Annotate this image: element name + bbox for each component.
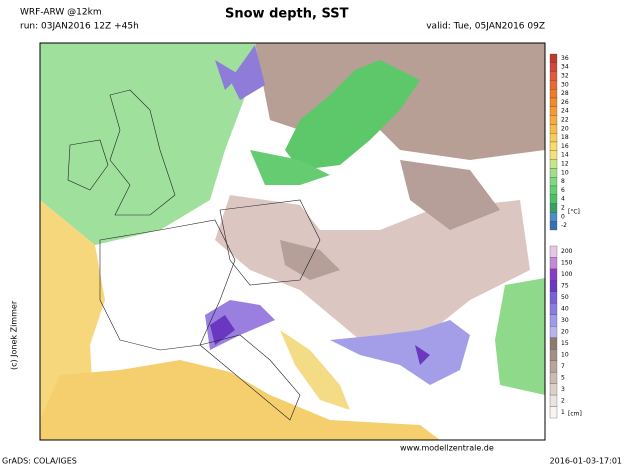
legend-swatch (549, 268, 558, 281)
legend-label: 20 (561, 125, 569, 132)
legend-label: 10 (561, 351, 569, 358)
legend-unit: [cm] (568, 411, 582, 418)
legend-label: 22 (561, 117, 569, 124)
legend-label: 0 (561, 213, 565, 220)
legend-swatch (549, 280, 558, 293)
snow-moderate (280, 160, 500, 280)
france-outline (99, 219, 236, 351)
legend-swatch (549, 291, 558, 304)
valid-label: valid: Tue, 05JAN2016 09Z (426, 22, 545, 32)
legend-label: 50 (561, 294, 569, 301)
timestamp: 2016-01-03-17:01 (550, 457, 622, 466)
adriatic (280, 330, 350, 410)
legend-label: 16 (561, 143, 569, 150)
legend-swatch (549, 394, 558, 407)
legend-swatch (549, 383, 558, 396)
legend-label: 30 (561, 81, 569, 88)
legend-label: 3 (561, 386, 565, 393)
legend-label: 200 (561, 248, 573, 255)
legend-label: 18 (561, 134, 569, 141)
legend-label: 10 (561, 169, 569, 176)
legend-label: 150 (561, 260, 573, 267)
legend-label: 20 (561, 329, 569, 336)
run-label: run: 03JAN2016 12Z +45h (20, 22, 139, 32)
north-sea-coast (250, 150, 330, 185)
legend-swatch (549, 115, 558, 125)
legend-swatch (549, 80, 558, 90)
title: Snow depth, SST (225, 7, 349, 22)
legend-label: 2 (561, 205, 565, 212)
balkans-snow (330, 320, 470, 385)
legend-label: 2 (561, 397, 565, 404)
legend-label: 34 (561, 64, 569, 71)
legend-swatch (549, 245, 558, 258)
legend-label: 24 (561, 108, 569, 115)
legend-swatch (549, 337, 558, 350)
legend-swatch (549, 303, 558, 315)
legend-swatch (549, 221, 558, 231)
britain-outline (109, 89, 176, 216)
legend-swatch (549, 203, 558, 213)
legend-label: 4 (561, 196, 565, 203)
legend-swatch (549, 159, 558, 169)
legend-swatch (549, 124, 558, 134)
legend-label: 14 (561, 152, 569, 159)
legend-swatch (549, 212, 558, 222)
atlantic (40, 43, 255, 245)
legend-swatch (549, 150, 558, 160)
legend-label: 15 (561, 340, 569, 347)
legend-swatch (549, 257, 558, 270)
map-frame (39, 42, 546, 441)
legend-swatch (549, 89, 558, 99)
map (39, 42, 546, 441)
legend-label: 7 (561, 363, 565, 370)
credit: GrADS: COLA/IGES (2, 457, 77, 466)
legend-label: 30 (561, 317, 569, 324)
legend-label: 26 (561, 99, 569, 106)
ireland-outline (67, 139, 109, 191)
legend-label: -2 (561, 222, 567, 229)
baltic (285, 60, 420, 170)
legend-label: 36 (561, 55, 569, 62)
legend-swatch (549, 97, 558, 107)
legend-label: 40 (561, 306, 569, 313)
legend-swatch (549, 141, 558, 151)
legend-label: 12 (561, 161, 569, 168)
copyright: (c) Jonek Zimmer (10, 300, 19, 370)
legend-swatch (549, 326, 558, 338)
legend-swatch (549, 314, 558, 327)
legend-swatch (549, 133, 558, 143)
legend-swatch (549, 177, 558, 187)
legend-swatch (549, 406, 558, 419)
legend-swatch (549, 53, 558, 63)
legend-swatch (549, 360, 558, 373)
black-sea (495, 278, 545, 395)
mediterranean (40, 360, 440, 440)
legend-swatch (549, 106, 558, 116)
legend-label: 75 (561, 283, 569, 290)
legend-swatch (549, 349, 558, 361)
germany-outline (219, 199, 321, 286)
legend-swatch (549, 62, 558, 72)
legend-unit: [°C] (568, 209, 580, 216)
norway-snow (215, 45, 265, 100)
legend-label: 8 (561, 178, 565, 185)
legend-label: 1 (561, 409, 565, 416)
legend-swatch (549, 71, 558, 81)
website: www.modellzentrale.de (400, 444, 494, 453)
legend-swatch (549, 371, 558, 384)
legend-label: 6 (561, 187, 565, 194)
legend-label: 100 (561, 271, 573, 278)
legend-label: 32 (561, 73, 569, 80)
legend-swatch (549, 185, 558, 195)
italy-outline (199, 334, 301, 421)
legend-label: 28 (561, 90, 569, 97)
snow-light (215, 195, 530, 340)
legend-swatch (549, 194, 558, 204)
legend-swatch (549, 168, 558, 178)
legend-label: 5 (561, 374, 565, 381)
atlantic-south (40, 200, 105, 420)
model-label: WRF-ARW @12km (20, 8, 102, 18)
